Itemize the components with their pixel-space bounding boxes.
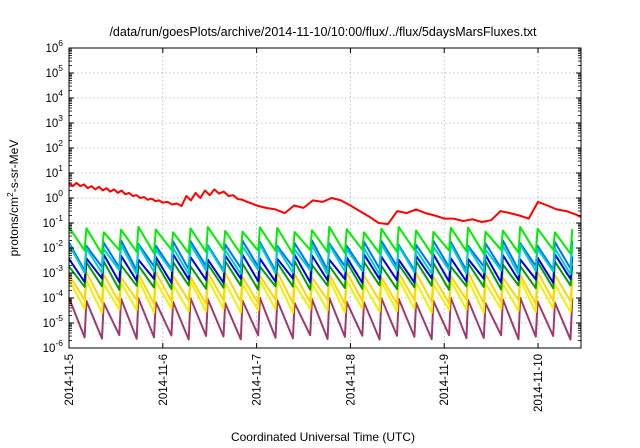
- y-tick-label: 104: [45, 88, 63, 105]
- y-tick-base: 10: [43, 218, 56, 230]
- y-tick-label: 10-6: [43, 338, 64, 355]
- x-tick-label: 2014-11-10: [533, 354, 545, 412]
- x-tick-label: 2014-11-7: [252, 354, 264, 406]
- y-tick-label: 10-1: [43, 213, 64, 230]
- y-tick-base: 10: [43, 293, 56, 305]
- x-axis-label: Coordinated Universal Time (UTC): [231, 430, 415, 444]
- y-tick-label: 10-3: [43, 263, 64, 280]
- y-tick-exponent: 5: [58, 63, 63, 73]
- x-tick-label: 2014-11-9: [439, 354, 451, 406]
- y-tick-base: 10: [43, 268, 56, 280]
- y-tick-label: 103: [45, 113, 63, 130]
- y-tick-label: 106: [45, 38, 63, 55]
- y-tick-label: 10-2: [43, 238, 64, 255]
- y-tick-exponent: -5: [55, 313, 63, 323]
- x-tick-label: 2014-11-6: [158, 354, 170, 406]
- axis-ticks: [68, 47, 581, 349]
- series-line-8: [68, 296, 574, 341]
- y-tick-base: 10: [43, 243, 56, 255]
- y-tick-base: 10: [43, 318, 56, 330]
- y-tick-exponent: -4: [55, 288, 63, 298]
- y-tick-exponent: -2: [55, 238, 63, 248]
- y-tick-exponent: 2: [58, 138, 63, 148]
- y-tick-exponent: -1: [55, 213, 63, 223]
- y-tick-exponent: -3: [55, 263, 63, 273]
- y-tick-exponent: 6: [58, 38, 63, 48]
- x-tick-label: 2014-11-5: [64, 354, 76, 406]
- y-tick-base: 10: [45, 193, 58, 205]
- series-line-2: [68, 243, 574, 276]
- y-axis-label: protons/cm2-s-sr-MeV: [5, 140, 21, 257]
- chart-title: /data/run/goesPlots/archive/2014-11-10/1…: [109, 25, 537, 39]
- y-tick-label: 101: [45, 163, 63, 180]
- y-tick-base: 10: [45, 143, 58, 155]
- y-tick-base: 10: [45, 118, 58, 130]
- y-tick-base: 10: [45, 93, 58, 105]
- y-tick-labels: 10-610-510-410-310-210-11001011021031041…: [43, 38, 64, 355]
- y-tick-label: 100: [45, 188, 63, 205]
- y-label-sup: 2: [5, 192, 15, 197]
- series-line-1: [68, 225, 574, 256]
- x-tick-labels: 2014-11-5 2014-11-6 2014-11-7 2014-11-8 2014…: [64, 354, 545, 412]
- y-tick-label: 10-4: [43, 288, 64, 305]
- y-tick-base: 10: [45, 168, 58, 180]
- y-tick-exponent: 0: [58, 188, 63, 198]
- y-tick-exponent: 1: [58, 163, 63, 173]
- y-tick-label: 102: [45, 138, 63, 155]
- y-tick-base: 10: [45, 68, 58, 80]
- y-tick-exponent: 3: [58, 113, 63, 123]
- y-label-pre: protons/cm: [7, 197, 21, 256]
- y-tick-exponent: 4: [58, 88, 63, 98]
- y-tick-base: 10: [45, 43, 58, 55]
- y-tick-base: 10: [43, 343, 56, 355]
- y-tick-exponent: -6: [55, 338, 63, 348]
- y-tick-label: 10-5: [43, 313, 64, 330]
- series-line-0: [68, 181, 582, 226]
- y-tick-label: 105: [45, 63, 63, 80]
- y-label-post: -s-sr-MeV: [7, 140, 21, 193]
- series-layer: [68, 181, 582, 341]
- x-tick-label: 2014-11-8: [345, 354, 357, 406]
